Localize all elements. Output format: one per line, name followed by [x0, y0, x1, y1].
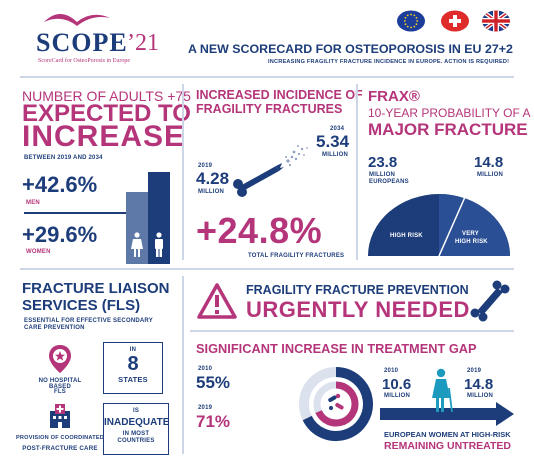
adults-line1: NUMBER OF ADULTS +75 [22, 88, 191, 104]
frax-line1: 10-YEAR PROBABILITY OF A [368, 106, 531, 120]
logo-year: ’21 [127, 30, 159, 56]
women-value-2010: 10.6 [382, 376, 412, 393]
year-end: 2034 [330, 126, 345, 132]
year-start: 2019 [198, 163, 213, 169]
gap-value-2019: 71% [196, 412, 231, 431]
prevention-line1: FRAGILITY FRACTURE PREVENTION [246, 283, 469, 297]
header-title: A NEW SCORECARD FOR OSTEOPOROSIS IN EU 2… [188, 42, 513, 56]
no-hospital-label-2: FLS [54, 389, 66, 395]
incidence-title-1: INCREASED INCIDENCE OF [196, 88, 363, 102]
states-box: IN 8 STATES [103, 342, 163, 394]
adults-line3: INCREASE [22, 120, 186, 153]
logo-main: SCOPE [36, 28, 128, 57]
women-unit-2010: MILLION [384, 393, 411, 399]
no-hospital-label-1: NO HOSPITAL BASED [38, 378, 82, 390]
uk-flag-icon [482, 10, 510, 32]
divider [182, 84, 184, 260]
arrow-icon [380, 402, 514, 426]
inadequate-label-2: COUNTRIES [117, 438, 155, 444]
value-start: 4.28 [196, 169, 230, 188]
pills-donut-chart [299, 367, 373, 441]
bird-logo-icon [44, 14, 110, 26]
gap-caption-2: REMAINING UNTREATED [384, 440, 511, 452]
fls-sub-1: ESSENTIAL FOR EFFECTIVE SECONDARY [24, 318, 153, 324]
increase-value: +24.8% [196, 210, 323, 251]
states-value: 8 [127, 353, 139, 375]
frax-high-unit2: EUROPEANS [369, 179, 409, 185]
women-label: WOMEN [26, 249, 51, 255]
frax-very-high-unit: MILLION [477, 172, 504, 178]
value-end: 5.34 [316, 132, 350, 151]
header-subtitle: INCREASING FRAGILITY FRACTURE INCIDENCE … [268, 59, 510, 65]
pill-icon [328, 393, 344, 410]
gap-year-2019: 2019 [198, 405, 213, 411]
frax-label-very-high-2: HIGH RISK [455, 239, 488, 245]
frax-line2: MAJOR FRACTURE [368, 120, 528, 139]
swiss-flag-icon [441, 10, 469, 32]
prevention-line2: URGENTLY NEEDED [246, 297, 470, 322]
unit-end: MILLION [322, 152, 349, 158]
elderly-woman-icon [432, 368, 453, 413]
women-value-2019: 14.8 [464, 376, 494, 393]
women-value: +29.6% [22, 222, 98, 247]
fls-title-2: SERVICES (FLS) [22, 297, 141, 314]
broken-bone-icon [233, 145, 308, 197]
bone-icon [470, 280, 510, 322]
divider [356, 84, 358, 260]
unit-start: MILLION [198, 189, 225, 195]
fls-title-1: FRACTURE LIAISON [22, 280, 170, 297]
inadequate-box: IS INADEQUATE IN MOST COUNTRIES [103, 403, 169, 455]
women-bar [126, 192, 148, 264]
frax-high-value: 23.8 [368, 154, 398, 171]
eu-flag-icon [397, 10, 425, 32]
divider [20, 76, 514, 78]
warning-icon [197, 283, 237, 319]
man-icon [155, 232, 163, 257]
states-in: IN [129, 347, 137, 353]
states-label: STATES [118, 375, 148, 384]
divider [190, 330, 514, 332]
frax-high-unit: MILLION [369, 172, 396, 178]
women-year-2019: 2019 [467, 368, 482, 374]
men-label: MEN [26, 200, 40, 206]
gap-value-2010: 55% [196, 373, 231, 392]
logo-tagline: ScoreCard for OsteoPorosis in Europe [38, 58, 130, 64]
gap-title: SIGNIFICANT INCREASE IN TREATMENT GAP [196, 341, 477, 356]
gap-year-2010: 2010 [198, 366, 213, 372]
adults-line2: EXPECTED TO [22, 100, 191, 127]
men-value: +42.6% [22, 172, 98, 197]
men-underline [24, 212, 144, 214]
inadequate-value: INADEQUATE [104, 417, 170, 428]
women-unit-2019: MILLION [467, 393, 494, 399]
inadequate-is: IS [132, 408, 140, 414]
women-year-2010: 2010 [384, 368, 399, 374]
incidence-title-2: FRAGILITY FRACTURES [196, 102, 343, 116]
gap-caption-1: EUROPEAN WOMEN AT HIGH-RISK [384, 430, 511, 439]
provision-label-1: PROVISION OF COORDINATED [16, 435, 104, 441]
adults-period: BETWEEN 2019 AND 2034 [24, 155, 103, 161]
frax-label-high: HIGH RISK [390, 233, 423, 239]
frax-very-high-value: 14.8 [474, 154, 504, 171]
hospital-icon [50, 404, 70, 428]
men-bar [148, 172, 170, 264]
divider [20, 268, 514, 270]
divider [182, 276, 184, 454]
frax-label-very-high-1: VERY [462, 231, 479, 237]
fls-sub-2: CARE PREVENTION [24, 325, 85, 331]
provision-label-2: POST-FRACTURE CARE [22, 445, 98, 452]
map-pin-icon [49, 345, 71, 373]
woman-icon [131, 232, 143, 257]
frax-half-donut-chart [368, 194, 510, 257]
frax-title: FRAX® [368, 88, 420, 105]
incidence-caption: TOTAL FRAGILITY FRACTURES [248, 253, 345, 259]
inadequate-label-1: IN MOST [122, 431, 150, 437]
